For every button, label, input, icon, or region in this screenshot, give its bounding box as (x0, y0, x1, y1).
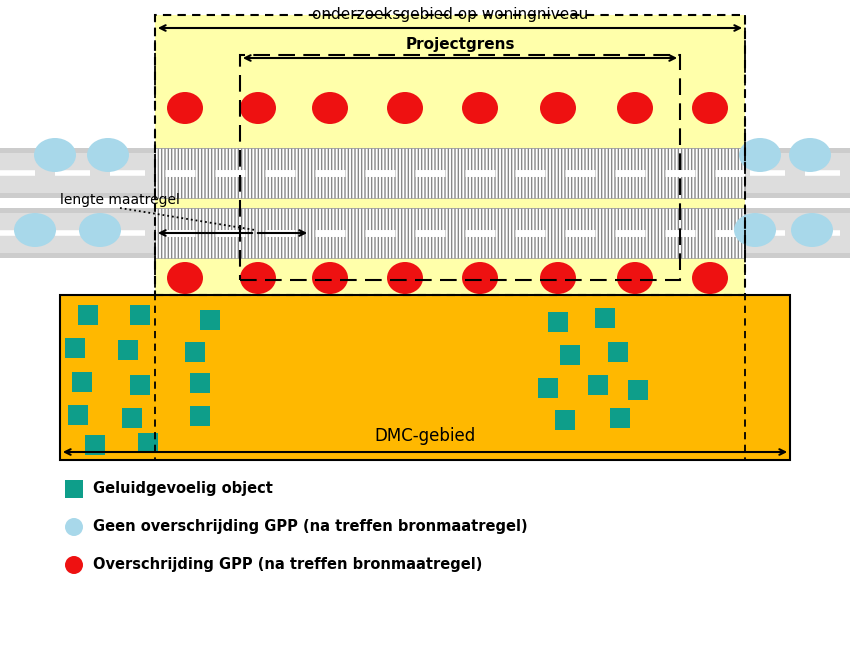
Bar (190, 373, 210, 393)
Ellipse shape (789, 138, 831, 172)
Ellipse shape (240, 262, 276, 294)
Bar (78, 305, 98, 325)
Bar (65, 480, 83, 498)
Ellipse shape (462, 92, 498, 124)
Bar (155, 208, 745, 258)
Text: Geen overschrijding GPP (na treffen bronmaatregel): Geen overschrijding GPP (na treffen bron… (93, 520, 528, 535)
Bar (0, 153, 850, 193)
Bar (155, 148, 745, 198)
Bar (130, 375, 150, 395)
Bar (118, 340, 138, 360)
Ellipse shape (617, 262, 653, 294)
Ellipse shape (739, 138, 781, 172)
Ellipse shape (167, 262, 203, 294)
Bar (122, 408, 142, 428)
Bar (628, 380, 648, 400)
Bar (595, 308, 615, 328)
Ellipse shape (540, 92, 576, 124)
Bar (555, 410, 575, 430)
Bar (610, 408, 630, 428)
Ellipse shape (14, 213, 56, 247)
Text: DMC-gebied: DMC-gebied (374, 427, 476, 445)
Ellipse shape (87, 138, 129, 172)
Ellipse shape (312, 262, 348, 294)
Ellipse shape (167, 92, 203, 124)
Text: Geluidgevoelig object: Geluidgevoelig object (93, 482, 273, 497)
Bar (65, 338, 85, 358)
Ellipse shape (65, 518, 83, 536)
Bar (548, 312, 568, 332)
Bar (155, 148, 745, 198)
Bar (588, 375, 608, 395)
Ellipse shape (34, 138, 76, 172)
Ellipse shape (79, 213, 121, 247)
Ellipse shape (692, 262, 728, 294)
Ellipse shape (692, 92, 728, 124)
Bar (155, 15, 745, 295)
Ellipse shape (617, 92, 653, 124)
Text: Projectgrens: Projectgrens (405, 37, 515, 52)
Bar (0, 208, 850, 258)
Bar (0, 213, 850, 253)
Bar (560, 345, 580, 365)
Ellipse shape (240, 92, 276, 124)
Bar (72, 372, 92, 392)
Bar (68, 405, 88, 425)
Bar (608, 342, 628, 362)
Ellipse shape (387, 262, 423, 294)
Bar (138, 433, 158, 453)
Ellipse shape (791, 213, 833, 247)
Bar (130, 305, 150, 325)
Ellipse shape (65, 556, 83, 574)
Bar (0, 148, 850, 198)
Bar (190, 406, 210, 426)
Bar (185, 342, 205, 362)
Ellipse shape (462, 262, 498, 294)
Ellipse shape (387, 92, 423, 124)
Bar (155, 208, 745, 258)
Ellipse shape (540, 262, 576, 294)
Ellipse shape (734, 213, 776, 247)
Bar (60, 295, 790, 460)
Text: lengte maatregel: lengte maatregel (60, 193, 180, 207)
Bar (155, 15, 745, 295)
Text: Overschrijding GPP (na treffen bronmaatregel): Overschrijding GPP (na treffen bronmaatr… (93, 558, 483, 572)
Bar (240, 55, 680, 280)
Ellipse shape (312, 92, 348, 124)
Bar (85, 435, 105, 455)
Bar (538, 378, 558, 398)
Bar (200, 310, 220, 330)
Text: onderzoeksgebied op woningniveau: onderzoeksgebied op woningniveau (312, 7, 588, 22)
